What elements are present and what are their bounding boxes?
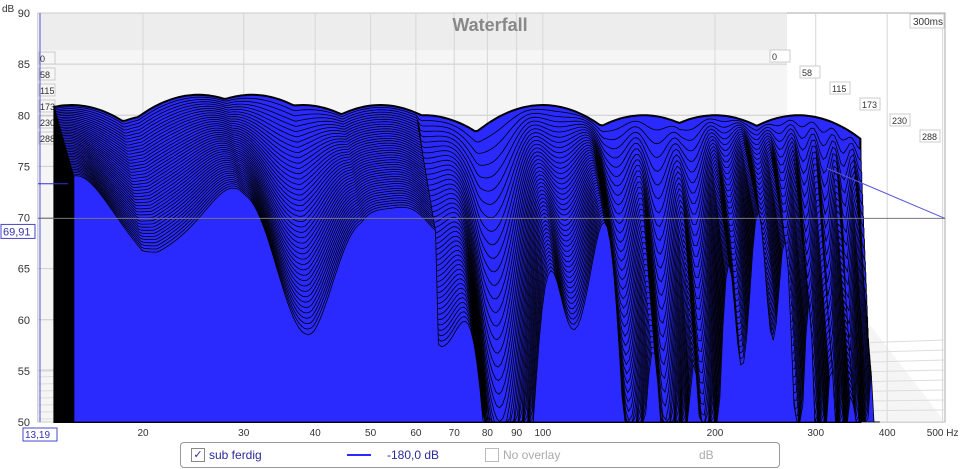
time-label-right: 230 <box>892 116 907 126</box>
chart-title: Waterfall <box>452 15 527 35</box>
series-level: -180,0 dB <box>387 448 440 462</box>
x-tick-label: 400 <box>879 428 896 439</box>
time-label-box-right <box>859 97 881 111</box>
x-tick-label: 90 <box>511 428 523 439</box>
y-tick-label: 75 <box>18 161 30 173</box>
series-line-swatch <box>347 454 371 456</box>
y-tick-label: 55 <box>18 366 30 378</box>
y-tick-label: 80 <box>18 110 30 122</box>
cursor-y-box <box>0 223 36 239</box>
y-tick-label: 85 <box>18 59 30 71</box>
time-label-box-right <box>919 129 941 143</box>
x-tick-label: 300 <box>807 428 824 439</box>
x-tick-label: 200 <box>707 428 724 439</box>
time-label-left: 115 <box>40 86 54 96</box>
series-name: sub ferdig <box>209 448 262 462</box>
overlay-label: No overlay <box>503 448 561 462</box>
time-label-right: 0 <box>772 52 777 62</box>
x-tick-label: 60 <box>410 428 422 439</box>
time-label-box-right <box>799 65 821 79</box>
cursor-x-box <box>22 427 58 442</box>
time-label-left: 288 <box>40 134 55 144</box>
time-label-box-right <box>889 113 911 127</box>
overlay-checkbox[interactable] <box>485 448 499 462</box>
time-label-right: 288 <box>922 132 937 142</box>
y-tick-label: 90 <box>18 8 30 20</box>
overlay-unit: dB <box>699 448 714 462</box>
y-tick-label: 60 <box>18 315 30 327</box>
waterfall-slice <box>73 175 880 423</box>
time-range-box <box>909 13 945 29</box>
time-label-left: 0 <box>40 54 45 64</box>
time-label-right: 173 <box>862 100 877 110</box>
cursor-x-value: 13,19 <box>25 430 50 441</box>
time-label-box-left <box>38 51 56 65</box>
x-tick-label: 500 Hz <box>927 428 959 439</box>
time-label-box-right <box>829 81 851 95</box>
cursor-trace-right <box>826 167 946 219</box>
series-checkbox[interactable]: ✓ <box>191 448 205 462</box>
x-tick-label: 30 <box>238 428 250 439</box>
y-tick-label: 65 <box>18 264 30 276</box>
cursor-y-value: 69,91 <box>3 226 31 238</box>
y-axis-label: dB <box>2 4 15 15</box>
time-label-left: 230 <box>40 118 55 128</box>
x-tick-label: 70 <box>449 428 461 439</box>
time-label-right: 58 <box>802 68 812 78</box>
x-tick-label: 100 <box>534 428 551 439</box>
time-label-left: 58 <box>40 70 50 80</box>
time-range-label: 300ms <box>913 17 943 28</box>
chart-svg: 90 85 80 75 70 65 60 55 50 dB 20 30 40 50 60 70 80 90 100 2… <box>0 4 959 442</box>
time-label-box-left <box>38 83 56 97</box>
x-tick-label: 50 <box>365 428 377 439</box>
x-tick-label: 20 <box>137 428 149 439</box>
x-tick-label: 40 <box>310 428 322 439</box>
y-tick-label: 50 <box>18 417 30 429</box>
x-tick-label: 80 <box>482 428 494 439</box>
y-tick-label: 70 <box>18 213 30 225</box>
time-label-box-left <box>38 67 56 81</box>
time-label-left: 173 <box>40 102 55 112</box>
legend-bar: ✓ sub ferdig -180,0 dB No overlay dB <box>180 442 780 468</box>
time-label-box-right <box>769 49 791 63</box>
time-label-right: 115 <box>832 84 846 94</box>
